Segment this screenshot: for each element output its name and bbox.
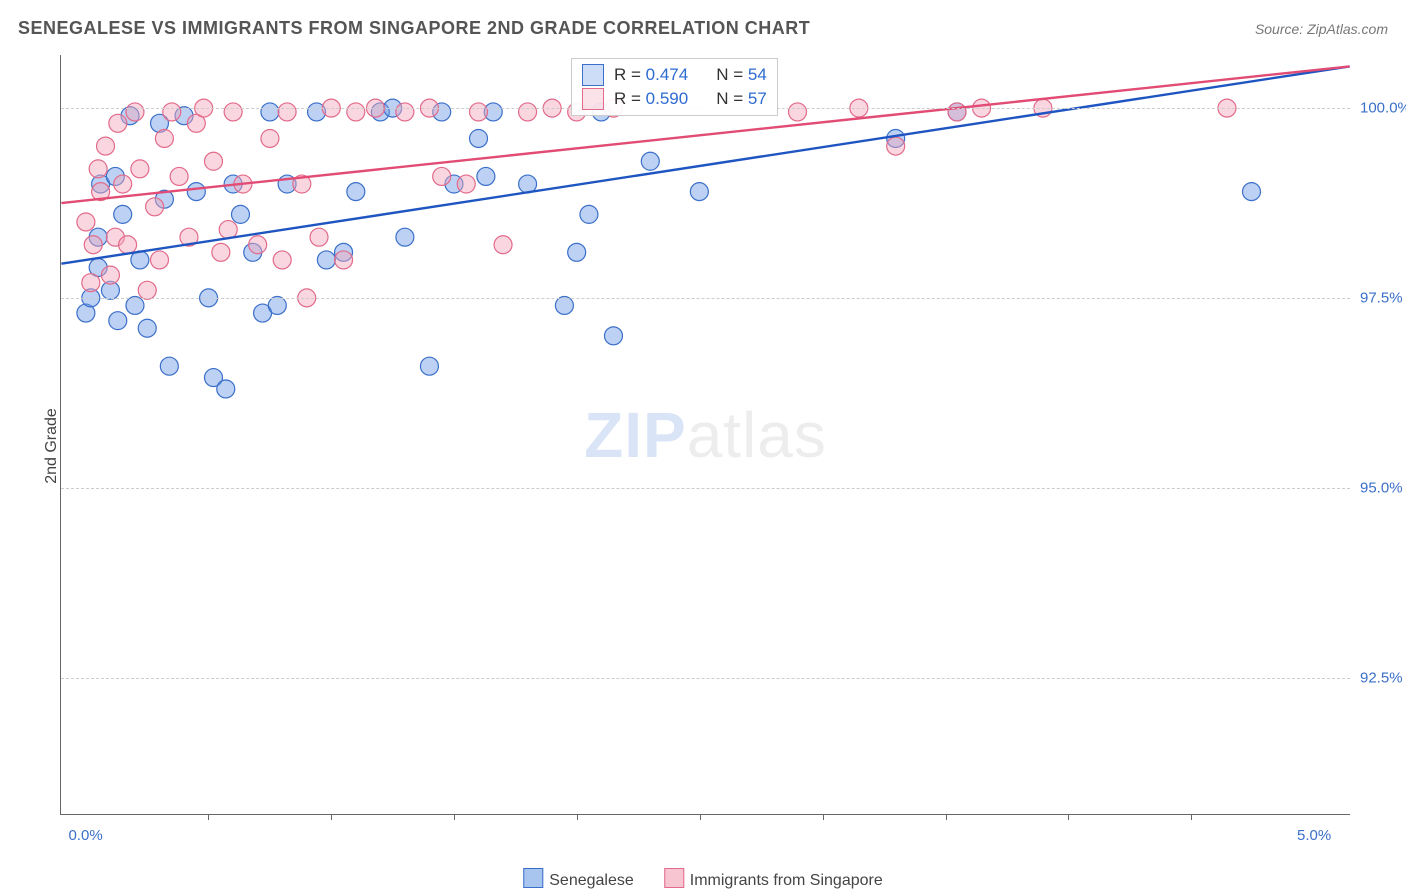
data-point [231,205,249,223]
data-point [249,236,267,254]
data-point [477,167,495,185]
legend-item: Immigrants from Singapore [664,868,883,890]
data-point [433,167,451,185]
legend-bottom: Senegalese Immigrants from Singapore [523,868,882,890]
data-point [580,205,598,223]
legend-item: Senegalese [523,868,634,890]
data-point [789,103,807,121]
data-point [97,137,115,155]
scatter-plot: ZIPatlas 92.5%95.0%97.5%100.0%0.0%5.0%R … [60,55,1350,815]
data-point [1243,183,1261,201]
data-point [494,236,512,254]
data-point [155,130,173,148]
gridline-h [61,678,1350,679]
data-point [335,251,353,269]
source-label: Source: ZipAtlas.com [1255,21,1388,37]
data-point [151,251,169,269]
data-point [205,152,223,170]
data-point [114,175,132,193]
gridline-h [61,298,1350,299]
data-point [690,183,708,201]
stats-row: R = 0.474N = 54 [572,63,777,87]
data-point [170,167,188,185]
data-point [568,243,586,261]
x-tick-mark [823,814,824,820]
data-point [948,103,966,121]
data-point [224,103,242,121]
data-point [278,103,296,121]
data-point [119,236,137,254]
x-tick-mark [700,814,701,820]
title-bar: SENEGALESE VS IMMIGRANTS FROM SINGAPORE … [18,18,1388,39]
data-point [109,312,127,330]
data-point [77,213,95,231]
data-point [261,130,279,148]
data-point [273,251,291,269]
data-point [604,327,622,345]
data-point [219,221,237,239]
data-point [396,228,414,246]
y-tick-label: 97.5% [1360,290,1406,307]
data-point [217,380,235,398]
data-point [126,103,144,121]
data-point [347,183,365,201]
data-point [138,281,156,299]
y-axis-title: 2nd Grade [43,408,61,484]
data-point [138,319,156,337]
data-point [84,236,102,254]
x-tick-mark [208,814,209,820]
data-point [420,357,438,375]
data-point [146,198,164,216]
stats-box: R = 0.474N = 54R = 0.590N = 57 [571,58,778,116]
y-tick-label: 100.0% [1360,100,1406,117]
data-point [470,103,488,121]
x-tick-mark [331,814,332,820]
data-point [347,103,365,121]
data-point [470,130,488,148]
data-point [187,183,205,201]
data-point [457,175,475,193]
x-tick-mark [1191,814,1192,820]
data-point [131,160,149,178]
x-tick-label: 5.0% [1297,827,1331,844]
data-point [887,137,905,155]
y-tick-label: 92.5% [1360,670,1406,687]
x-tick-mark [454,814,455,820]
x-tick-mark [577,814,578,820]
data-point [82,274,100,292]
data-point [396,103,414,121]
data-point [212,243,230,261]
gridline-h [61,488,1350,489]
y-tick-label: 95.0% [1360,480,1406,497]
x-tick-label: 0.0% [68,827,102,844]
data-point [641,152,659,170]
data-point [310,228,328,246]
chart-title: SENEGALESE VS IMMIGRANTS FROM SINGAPORE … [18,18,810,39]
data-point [160,357,178,375]
data-point [163,103,181,121]
stats-row: R = 0.590N = 57 [572,87,777,111]
plot-svg [61,55,1350,814]
data-point [261,103,279,121]
data-point [114,205,132,223]
x-tick-mark [946,814,947,820]
data-point [317,251,335,269]
data-point [89,160,107,178]
data-point [101,266,119,284]
data-point [519,103,537,121]
x-tick-mark [1068,814,1069,820]
data-point [109,114,127,132]
